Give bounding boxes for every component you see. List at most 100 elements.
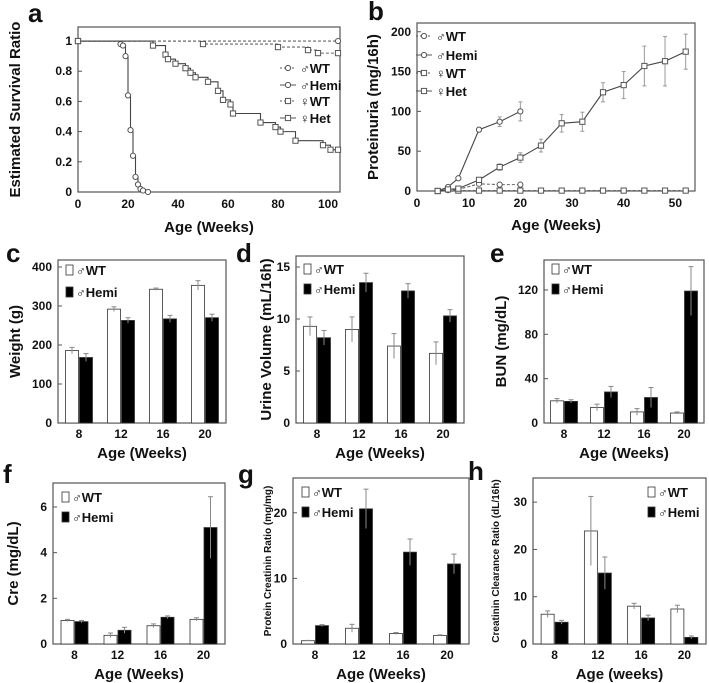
data-point <box>192 74 199 81</box>
panel-d: d 0 5 10 15 Age (Weeks) Urine Volume (mL/16h) 8… <box>236 238 465 462</box>
data-point <box>420 87 428 95</box>
y-tick-label: 2 <box>40 591 47 605</box>
bar <box>107 308 121 424</box>
data-point <box>444 186 452 193</box>
data-point <box>599 187 607 194</box>
series-line <box>78 40 338 151</box>
data-point <box>334 50 342 57</box>
y-tick-label: 40 <box>525 372 539 386</box>
series-♂WT <box>550 398 684 424</box>
x-tick-label: 8 <box>551 648 558 662</box>
panel-e: e 0 40 80 120 Age (Weeks) BUN (mg/dL) 8 12 16 20 ♂W… <box>490 238 705 462</box>
plot-frame <box>52 482 226 645</box>
panel-letter: b <box>368 0 384 26</box>
y-tick-label: 0.4 <box>55 125 72 139</box>
legend-swatch <box>61 511 70 523</box>
x-tick-label: 16 <box>396 648 410 662</box>
data-point <box>292 137 299 144</box>
series-♂Hemi <box>564 266 698 424</box>
y-axis-label: Urine Volume (mL/16h) <box>258 258 275 420</box>
legend-label: ♂WT <box>76 263 106 278</box>
y-tick-label: 200 <box>32 338 52 352</box>
x-tick-label: 0 <box>75 197 82 211</box>
legend-label: ♂Hemi <box>658 505 700 520</box>
legend-label: ♀Het <box>300 111 331 126</box>
y-axis-label: Estimated Survival Ratio <box>7 22 24 198</box>
legend-label: ♂Hemi <box>314 282 356 297</box>
series-♂WT <box>540 495 685 645</box>
legend-item: ♂WT <box>301 485 342 500</box>
legend-swatch <box>647 486 656 498</box>
data-point <box>134 181 142 188</box>
bar <box>191 284 205 424</box>
bar <box>317 337 331 424</box>
x-tick-label: 12 <box>114 427 128 441</box>
data-point <box>420 32 428 40</box>
data-point <box>149 42 157 49</box>
data-point <box>558 120 565 127</box>
bar <box>301 640 315 645</box>
data-point <box>314 50 322 57</box>
x-tick-label: 12 <box>111 648 125 662</box>
panel-letter: d <box>236 238 252 268</box>
bar <box>315 625 329 645</box>
series-♂WT <box>303 316 443 424</box>
y-axis-label: Proteinuria (mg/16h) <box>365 34 382 180</box>
data-point <box>537 142 545 149</box>
data-point <box>204 78 212 85</box>
data-point <box>172 60 179 67</box>
legend-swatch <box>551 283 560 295</box>
series-♂Hemi <box>554 556 699 645</box>
data-point <box>475 187 483 194</box>
legend-label: ♂WT <box>658 485 688 500</box>
y-tick-label: 80 <box>525 327 539 341</box>
data-point <box>334 146 342 153</box>
data-point <box>455 185 462 192</box>
y-tick-label: 0 <box>283 416 290 430</box>
data-point <box>229 110 237 117</box>
legend-label: ♂Hemi <box>562 282 604 297</box>
data-point <box>274 43 282 51</box>
x-tick-label: 8 <box>71 648 78 662</box>
x-tick-label: 30 <box>565 196 579 210</box>
bar <box>189 618 204 645</box>
data-point <box>119 42 127 49</box>
y-tick-label: 0 <box>280 637 287 651</box>
plot-frame <box>57 259 227 424</box>
bar <box>443 315 457 424</box>
y-tick-label: 5 <box>283 364 290 378</box>
bar <box>389 633 403 645</box>
y-tick-label: 20 <box>514 542 528 556</box>
legend-item: ♂Hemi <box>551 282 604 297</box>
legend-label: ♂Hemi <box>312 505 354 520</box>
data-point <box>641 187 648 194</box>
data-point <box>641 62 648 70</box>
y-tick-label: 0.2 <box>55 155 72 169</box>
y-axis-label: Protein Creatinin Ratio (mg/mg) <box>263 486 274 637</box>
x-tick-label: 16 <box>637 427 651 441</box>
plot-frame <box>416 22 696 192</box>
x-axis-label: Age (Weeks) <box>335 445 425 462</box>
series-line <box>437 183 521 192</box>
legend-label: ♂Hemi <box>72 510 114 525</box>
y-axis-label: Creatinin Clearance Ratio (dL/16h) <box>491 479 502 642</box>
y-tick-label: 0 <box>404 184 411 198</box>
bar <box>433 635 447 645</box>
data-point <box>558 187 565 194</box>
data-point <box>304 46 312 54</box>
legend-label: ♂Hemi <box>76 285 118 300</box>
y-tick-label: 0.8 <box>55 64 72 78</box>
data-point <box>124 92 132 99</box>
x-tick-label: 20 <box>514 196 528 210</box>
legend-label: ♂WT <box>314 262 344 277</box>
bar <box>540 613 555 645</box>
y-tick-label: 20 <box>274 506 288 520</box>
bar <box>641 617 656 645</box>
data-point <box>661 58 669 65</box>
data-point <box>420 69 428 77</box>
bar <box>670 412 684 424</box>
x-axis-label: Age (Weeks) <box>94 666 184 683</box>
y-axis-label: BUN (mg/dL) <box>493 296 510 388</box>
bar <box>163 318 177 424</box>
